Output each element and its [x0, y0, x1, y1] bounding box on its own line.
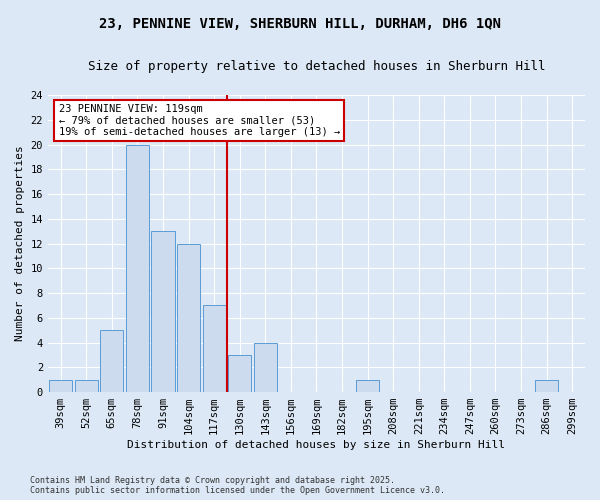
Y-axis label: Number of detached properties: Number of detached properties — [15, 146, 25, 342]
Bar — [228, 355, 251, 392]
Text: Contains HM Land Registry data © Crown copyright and database right 2025.
Contai: Contains HM Land Registry data © Crown c… — [30, 476, 445, 495]
X-axis label: Distribution of detached houses by size in Sherburn Hill: Distribution of detached houses by size … — [127, 440, 505, 450]
Bar — [356, 380, 379, 392]
Bar — [254, 342, 277, 392]
Bar — [203, 306, 226, 392]
Title: Size of property relative to detached houses in Sherburn Hill: Size of property relative to detached ho… — [88, 60, 545, 73]
Bar — [75, 380, 98, 392]
Bar — [535, 380, 558, 392]
Bar — [49, 380, 72, 392]
Bar — [151, 231, 175, 392]
Bar — [126, 144, 149, 392]
Bar — [100, 330, 124, 392]
Text: 23, PENNINE VIEW, SHERBURN HILL, DURHAM, DH6 1QN: 23, PENNINE VIEW, SHERBURN HILL, DURHAM,… — [99, 18, 501, 32]
Bar — [177, 244, 200, 392]
Text: 23 PENNINE VIEW: 119sqm
← 79% of detached houses are smaller (53)
19% of semi-de: 23 PENNINE VIEW: 119sqm ← 79% of detache… — [59, 104, 340, 137]
